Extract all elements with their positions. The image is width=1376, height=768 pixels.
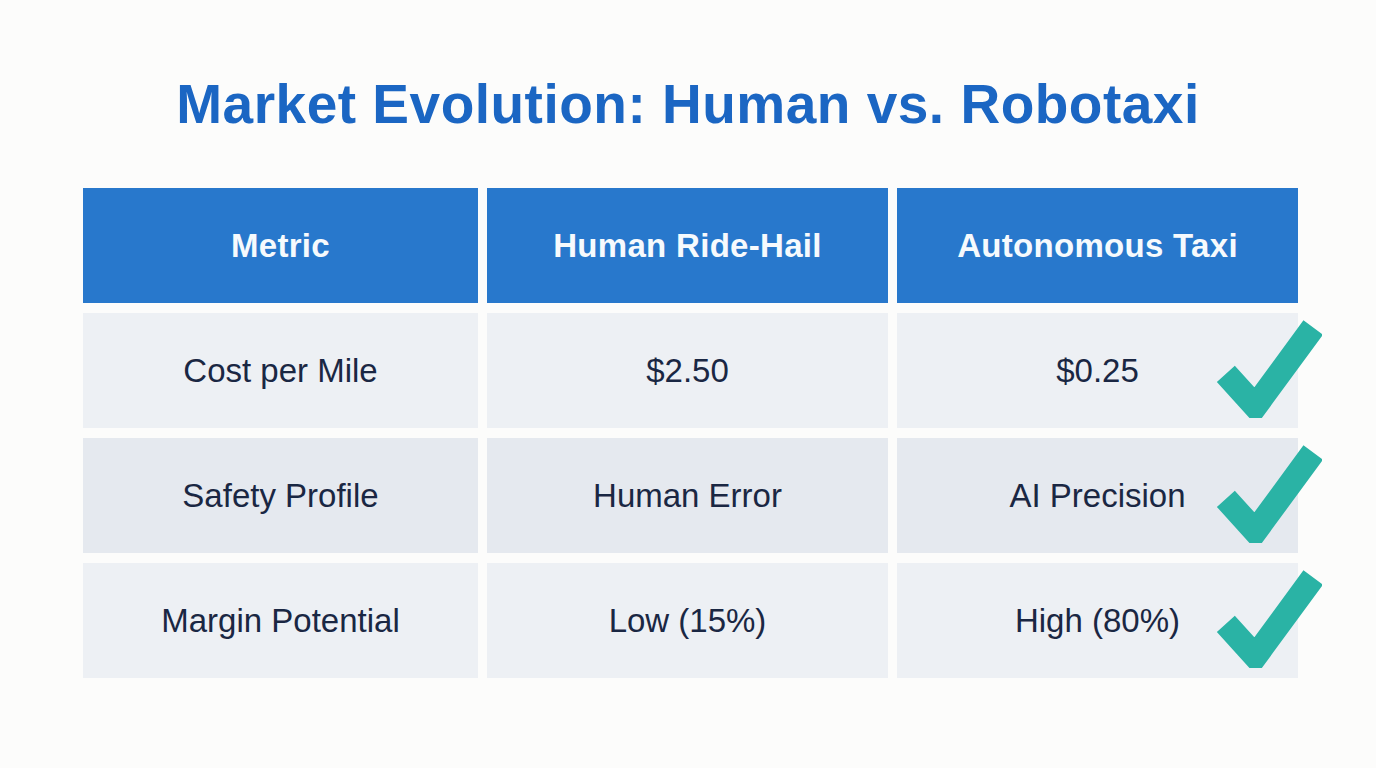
column-header-human-ride-hail: Human Ride-Hail <box>487 188 888 303</box>
check-icon <box>1216 318 1322 418</box>
cell-autonomous-value: $0.25 <box>1056 352 1139 390</box>
check-icon <box>1216 443 1322 543</box>
cell-human-safety-profile: Human Error <box>487 438 888 553</box>
cell-human-cost-per-mile: $2.50 <box>487 313 888 428</box>
cell-autonomous-value: AI Precision <box>1009 477 1185 515</box>
cell-autonomous-value: High (80%) <box>1015 602 1180 640</box>
cell-human-margin-potential: Low (15%) <box>487 563 888 678</box>
check-icon <box>1216 568 1322 668</box>
cell-autonomous-cost-per-mile: $0.25 <box>897 313 1298 428</box>
slide: Market Evolution: Human vs. Robotaxi Met… <box>0 0 1376 768</box>
cell-autonomous-safety-profile: AI Precision <box>897 438 1298 553</box>
page-title: Market Evolution: Human vs. Robotaxi <box>0 0 1376 136</box>
cell-autonomous-margin-potential: High (80%) <box>897 563 1298 678</box>
column-header-metric: Metric <box>83 188 478 303</box>
column-header-autonomous-taxi: Autonomous Taxi <box>897 188 1298 303</box>
cell-metric-margin-potential: Margin Potential <box>83 563 478 678</box>
comparison-table: Metric Human Ride-Hail Autonomous Taxi C… <box>83 188 1298 678</box>
cell-metric-cost-per-mile: Cost per Mile <box>83 313 478 428</box>
cell-metric-safety-profile: Safety Profile <box>83 438 478 553</box>
